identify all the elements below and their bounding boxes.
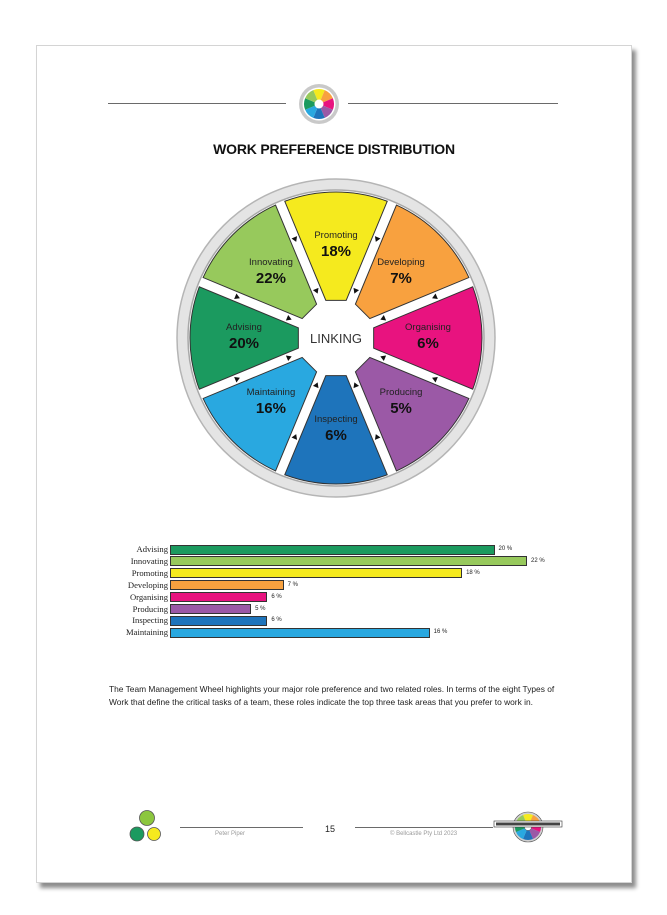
wheel-segment-value: 5% <box>390 400 412 417</box>
wheel-arrow-icon <box>432 293 438 300</box>
emblem-slice <box>523 829 533 840</box>
wheel-arrow-icon <box>380 355 387 362</box>
bar-value-label: 20 % <box>498 546 513 552</box>
wheel-segment-label: Organising <box>405 322 451 333</box>
wheel-segment-value: 18% <box>321 243 351 260</box>
wheel-segment-promoting <box>284 191 388 301</box>
page-title: WORK PREFERENCE DISTRIBUTION <box>213 141 455 157</box>
wheel-arrow-icon <box>374 236 381 242</box>
bar-value-label: 18 % <box>466 569 480 576</box>
wheel-segment-maintaining <box>202 356 318 472</box>
emblem-slice <box>305 90 318 103</box>
wheel-arrow-icon <box>380 314 387 321</box>
wheel-segment-label: Developing <box>377 257 425 268</box>
wheel-emblem-icon <box>299 84 339 124</box>
team-dots-logo-icon <box>129 810 161 842</box>
summary-paragraph: The Team Management Wheel highlights you… <box>109 684 555 708</box>
wheel-segment-developing <box>354 204 470 320</box>
wheel-arrow-icon <box>285 355 292 362</box>
bar-label-promoting: Promoting <box>131 567 168 578</box>
wheel-segment-label: Maintaining <box>247 387 296 398</box>
bar-developing <box>170 580 284 591</box>
wheel-segment-value: 16% <box>256 400 286 417</box>
wheel-segment-value: 6% <box>417 335 439 352</box>
emblem-slice <box>305 105 318 118</box>
wheel-segment-organising <box>373 286 483 390</box>
wheel-arrow-icon <box>432 376 438 383</box>
wheel-segment-label: Inspecting <box>314 414 357 425</box>
wheel-arrow-icon <box>234 376 240 383</box>
wheel-arrow-icon <box>291 434 298 440</box>
footer-name: Peter Piper <box>215 831 246 837</box>
wheel-segment-value: 6% <box>325 427 347 444</box>
bar-value-label: 5 % <box>255 605 266 612</box>
bar-label-maintaining: Maintaining <box>125 627 168 638</box>
wheel-segment-label: Producing <box>380 387 423 398</box>
bar-value-label: 7 % <box>287 581 298 588</box>
team-management-wheel: Promoting 18% Developing 7% Organising 6% Prod… <box>176 178 496 498</box>
bar-organising <box>170 592 268 603</box>
wheel-segment-inspecting <box>284 375 388 485</box>
wheel-segment-label: Promoting <box>314 230 357 241</box>
wheel-segment-value: 7% <box>390 270 412 287</box>
emblem-slice <box>313 107 325 119</box>
wheel-segment-producing <box>354 356 470 472</box>
bar-value-label: 6 % <box>271 593 282 600</box>
emblem-slice <box>523 814 533 825</box>
wheel-segment-innovating <box>202 204 318 320</box>
bar-label-advising: Advising <box>136 544 168 554</box>
bar-label-producing: Producing <box>132 603 168 614</box>
bar-promoting <box>170 568 463 579</box>
page-number: 15 <box>325 824 336 834</box>
emblem-slice <box>515 828 527 840</box>
bar-producing <box>170 604 252 614</box>
team-management-systems-logo-icon <box>493 811 563 843</box>
footer-rule-left <box>180 827 303 828</box>
bar-advising <box>170 544 495 555</box>
emblem-slice <box>320 90 333 103</box>
bar-label-innovating: Innovating <box>130 555 168 566</box>
bar-value-label: 16 % <box>433 629 448 636</box>
wheel-arrow-icon <box>353 382 360 389</box>
footer-rule-right <box>355 827 493 828</box>
wheel-center-label: LINKING <box>310 331 362 346</box>
wheel-arrow-icon <box>353 287 360 294</box>
wheel-segment-value: 20% <box>229 335 259 352</box>
bar-innovating <box>170 556 527 567</box>
document-page: WORK PREFERENCE DISTRIBUTION Promoting 18… <box>36 45 632 883</box>
bar-value-label: 6 % <box>271 617 282 624</box>
header-rule-left <box>108 103 286 104</box>
header-rule-right <box>348 103 558 104</box>
wheel-arrow-icon <box>291 236 298 242</box>
wheel-arrow-icon <box>285 314 292 321</box>
bar-maintaining <box>170 627 430 638</box>
footer-copyright: © Bellcastle Pty Ltd 2023 <box>390 831 458 837</box>
bar-label-organising: Organising <box>129 591 168 602</box>
wheel-segment-label: Innovating <box>249 257 293 268</box>
wheel-arrow-icon <box>312 382 319 389</box>
wheel-segment-label: Advising <box>226 322 262 333</box>
bar-label-developing: Developing <box>127 579 168 590</box>
wheel-segment-value: 22% <box>256 270 286 287</box>
preference-bar-chart: Advising 20 % Innovating 22 % Promoting 18 % D… <box>37 544 631 664</box>
wheel-arrow-icon <box>312 287 319 294</box>
emblem-slice <box>529 828 541 840</box>
emblem-slice <box>304 98 316 110</box>
bar-value-label: 22 % <box>531 557 545 564</box>
emblem-slice <box>322 98 334 110</box>
wheel-arrow-icon <box>234 293 240 300</box>
bar-label-inspecting: Inspecting <box>132 615 168 626</box>
emblem-slice <box>313 89 325 101</box>
bar-inspecting <box>170 615 268 626</box>
wheel-segment-advising <box>189 286 299 390</box>
wheel-arrow-icon <box>374 434 381 440</box>
emblem-slice <box>320 105 333 118</box>
